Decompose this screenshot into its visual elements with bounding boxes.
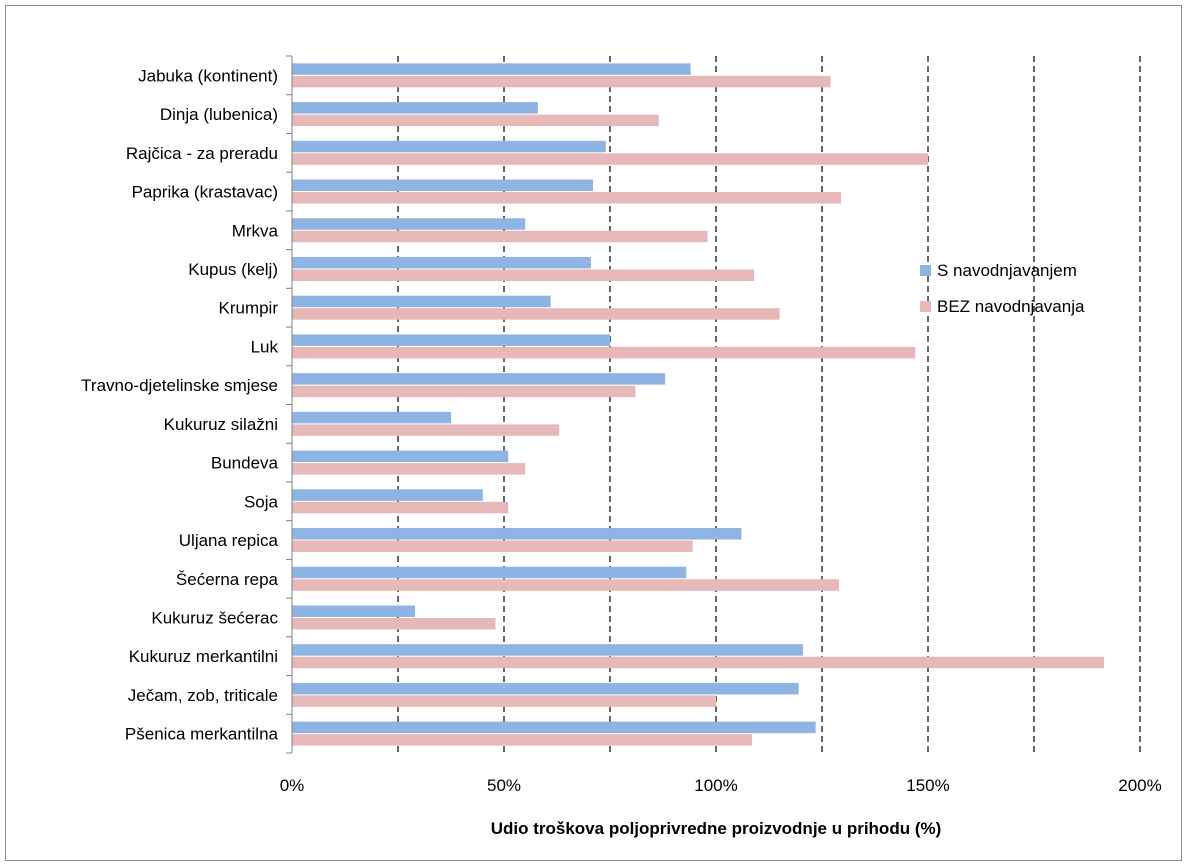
category-label-kukuruz-secerac: Kukuruz šećerac <box>151 608 278 627</box>
category-label-paprika-krastavac: Paprika (krastavac) <box>132 183 278 202</box>
bar-bez-navodnjavanja-travno-djetelinske-smjese <box>292 385 636 398</box>
bar-bez-navodnjavanja-kukuruz-silazni <box>292 424 560 436</box>
x-tick-label: 150% <box>906 776 949 795</box>
category-labels: Jabuka (kontinent) Dinja (lubenica) Rajčic… <box>81 66 278 743</box>
bar-s-navodnjavanjem-secerna-repa <box>292 566 687 579</box>
category-label-krumpir: Krumpir <box>218 299 278 318</box>
bar-s-navodnjavanjem-uljana-repica <box>292 528 742 540</box>
bar-s-navodnjavanjem-bundeva <box>292 450 509 463</box>
bar-bez-navodnjavanja-jabuka-kontinent <box>292 75 831 88</box>
category-label-secerna-repa: Šećerna repa <box>176 570 279 589</box>
legend-label-s-navodnjavanjem: S navodnjavanjem <box>937 261 1077 280</box>
category-label-jabuka-kontinent: Jabuka (kontinent) <box>138 66 278 85</box>
bar-bez-navodnjavanja-dinja-lubenica <box>292 114 659 127</box>
category-label-soja: Soja <box>244 492 279 511</box>
bar-s-navodnjavanjem-paprika-krastavac <box>292 179 594 192</box>
x-tick-label: 50% <box>487 776 521 795</box>
bar-s-navodnjavanjem-soja <box>292 489 483 501</box>
legend: S navodnjavanjem BEZ navodnjavanja <box>920 261 1085 316</box>
bar-bez-navodnjavanja-secerna-repa <box>292 579 839 591</box>
bar-s-navodnjavanjem-kupus-kelj <box>292 256 591 269</box>
x-axis-title: Udio troškova poljoprivredne proizvodnje… <box>491 819 942 838</box>
bar-s-navodnjavanjem-psenica-merkantilna <box>292 721 816 734</box>
bar-s-navodnjavanjem-kukuruz-silazni <box>292 411 451 424</box>
chart-frame <box>5 5 1182 861</box>
bar-s-navodnjavanjem-kukuruz-secerac <box>292 605 415 617</box>
bar-bez-navodnjavanja-krumpir <box>292 308 780 320</box>
bar-s-navodnjavanjem-rajcica-za-preradu <box>292 140 606 153</box>
legend-label-bez-navodnjavanja: BEZ navodnjavanja <box>937 297 1085 316</box>
category-label-uljana-repica: Uljana repica <box>179 531 279 550</box>
bar-bez-navodnjavanja-soja <box>292 501 509 514</box>
bar-s-navodnjavanjem-krumpir <box>292 295 551 308</box>
bar-bez-navodnjavanja-psenica-merkantilna <box>292 734 753 746</box>
bar-bez-navodnjavanja-kupus-kelj <box>292 269 755 281</box>
category-label-kupus-kelj: Kupus (kelj) <box>188 260 278 279</box>
axes <box>286 55 293 754</box>
category-label-kukuruz-merkantilni: Kukuruz merkantilni <box>129 647 278 666</box>
legend-swatch-bez-navodnjavanja <box>920 301 931 312</box>
category-label-dinja-lubenica: Dinja (lubenica) <box>160 105 278 124</box>
bar-s-navodnjavanjem-luk <box>292 334 610 346</box>
category-label-rajcica-za-preradu: Rajčica - za preradu <box>126 144 278 163</box>
category-label-mrkva: Mrkva <box>232 221 279 240</box>
category-label-kukuruz-silazni: Kukuruz silažni <box>164 415 278 434</box>
gridlines <box>397 56 1141 753</box>
bar-bez-navodnjavanja-kukuruz-merkantilni <box>292 656 1104 669</box>
bar-bez-navodnjavanja-paprika-krastavac <box>292 192 842 204</box>
x-tick-label: 0% <box>280 776 305 795</box>
bar-s-navodnjavanjem-travno-djetelinske-smjese <box>292 373 666 385</box>
bars <box>292 63 1104 746</box>
bar-bez-navodnjavanja-uljana-repica <box>292 540 693 553</box>
bar-bez-navodnjavanja-mrkva <box>292 230 708 243</box>
x-tick-label: 100% <box>694 776 737 795</box>
x-tick-label: 200% <box>1118 776 1161 795</box>
bar-bez-navodnjavanja-rajcica-za-preradu <box>292 153 928 165</box>
bar-s-navodnjavanjem-dinja-lubenica <box>292 102 538 114</box>
legend-swatch-s-navodnjavanjem <box>920 265 931 276</box>
category-label-travno-djetelinske-smjese: Travno-djetelinske smjese <box>81 376 278 395</box>
bar-s-navodnjavanjem-jecam-zob-triticale <box>292 682 799 695</box>
bar-bez-navodnjavanja-bundeva <box>292 463 526 475</box>
bar-s-navodnjavanjem-jabuka-kontinent <box>292 63 691 75</box>
category-label-jecam-zob-triticale: Ječam, zob, triticale <box>128 686 278 705</box>
bar-s-navodnjavanjem-kukuruz-merkantilni <box>292 644 803 656</box>
category-label-luk: Luk <box>251 337 279 356</box>
bar-s-navodnjavanjem-mrkva <box>292 218 526 230</box>
x-tick-labels: 0% 50% 100% 150% 200% <box>280 776 1162 795</box>
bar-bez-navodnjavanja-kukuruz-secerac <box>292 617 496 630</box>
category-label-psenica-merkantilna: Pšenica merkantilna <box>125 725 279 744</box>
bar-bez-navodnjavanja-jecam-zob-triticale <box>292 695 716 707</box>
category-label-bundeva: Bundeva <box>211 454 279 473</box>
bar-bez-navodnjavanja-luk <box>292 346 916 359</box>
